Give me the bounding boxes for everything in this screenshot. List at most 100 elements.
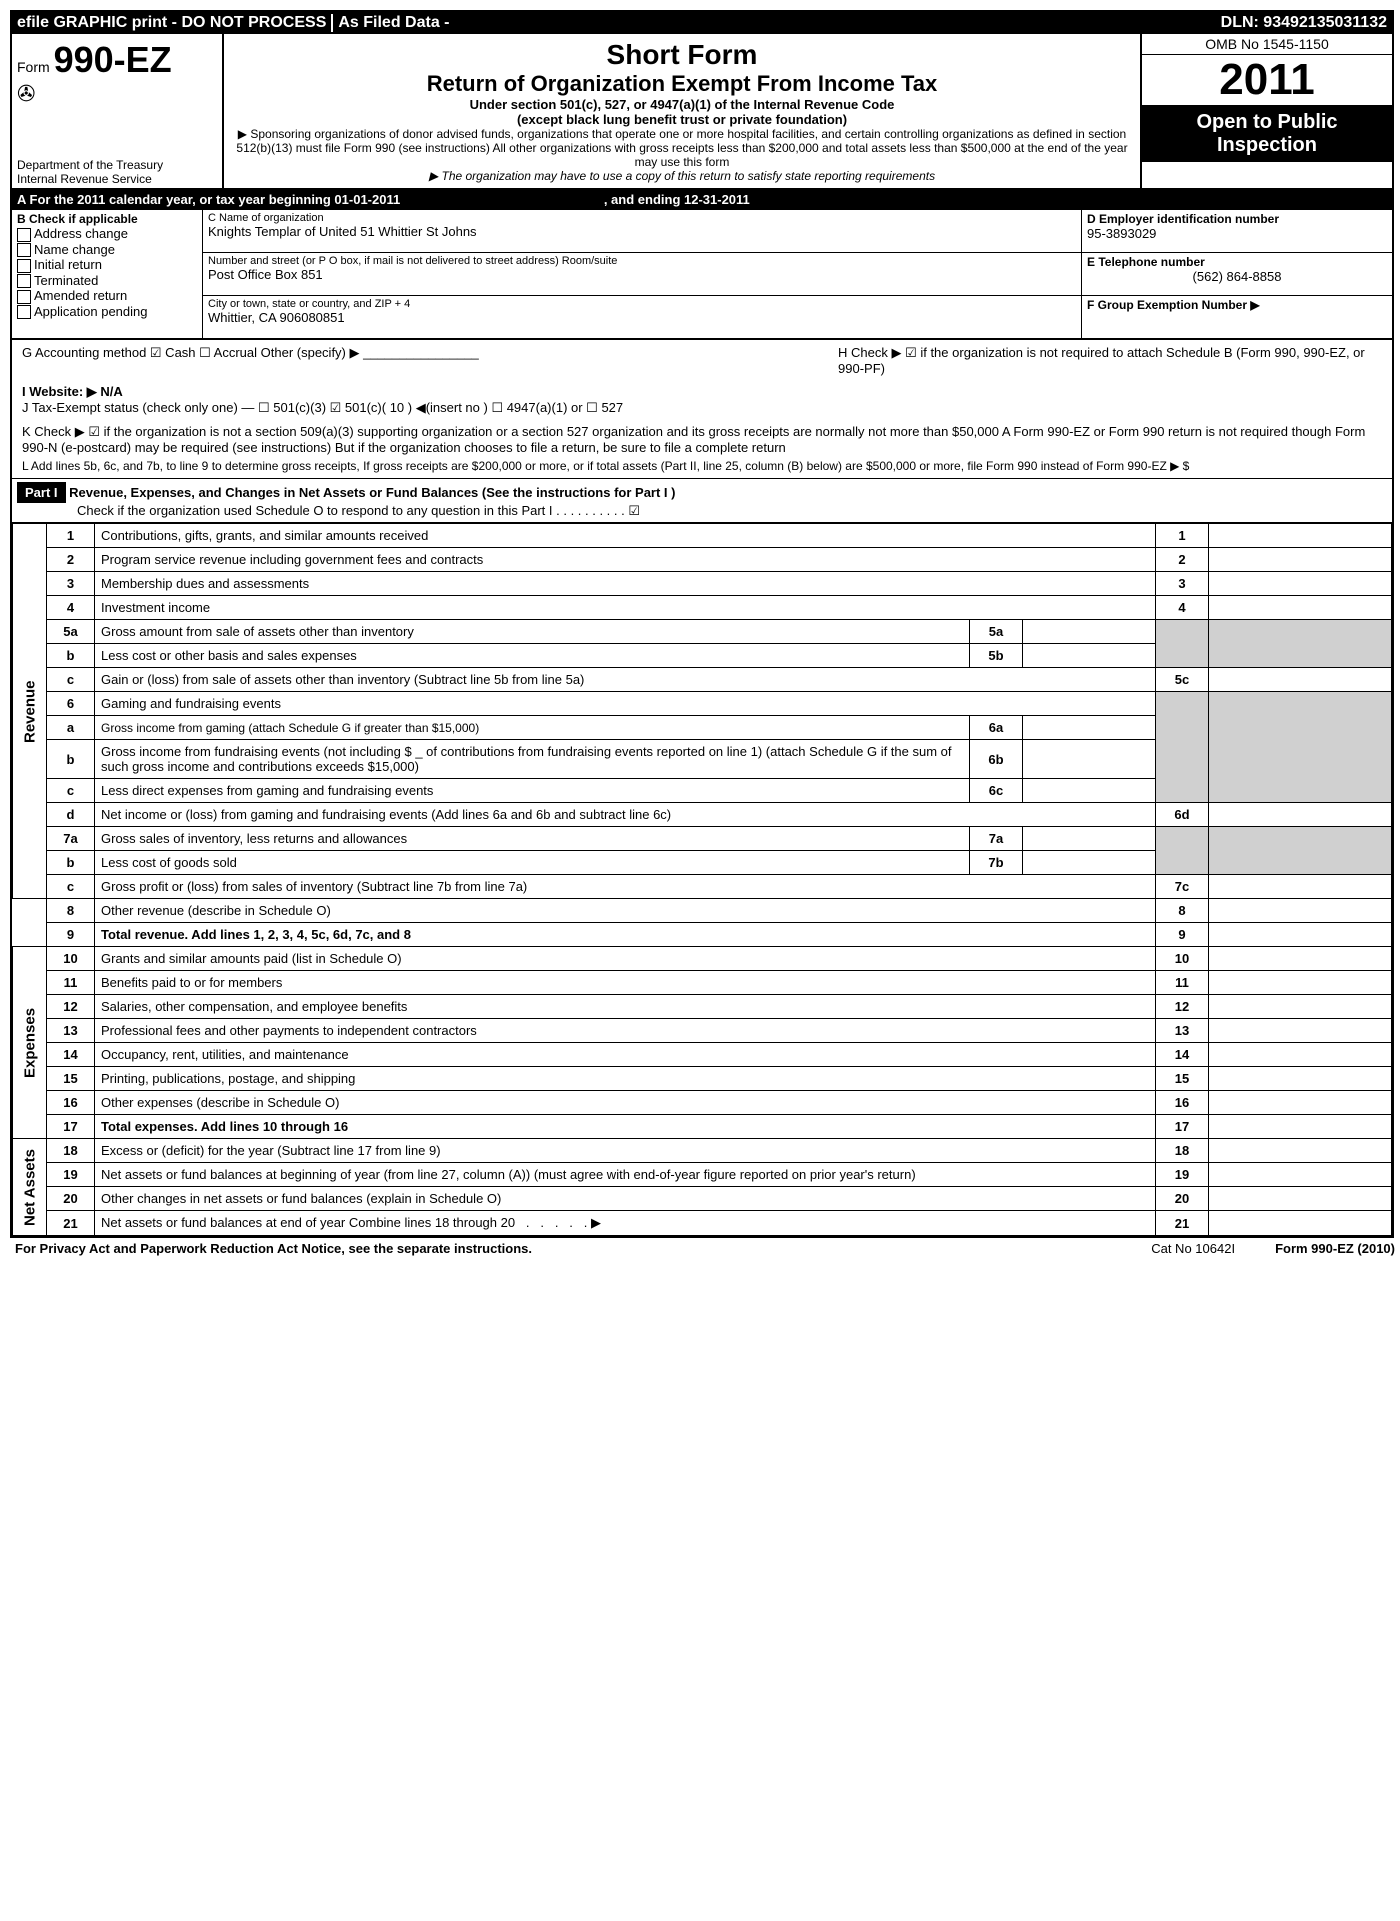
footer-mid: Cat No 10642I	[1111, 1241, 1275, 1256]
line14-amt[interactable]	[1209, 1043, 1392, 1067]
line17-amt[interactable]	[1209, 1115, 1392, 1139]
footer-right: Form 990-EZ (2010)	[1275, 1241, 1395, 1256]
line6b-amt[interactable]	[1023, 740, 1156, 779]
line2-desc: Program service revenue including govern…	[101, 552, 483, 567]
line21-desc: Net assets or fund balances at end of ye…	[101, 1215, 515, 1230]
part1-header: Part I Revenue, Expenses, and Changes in…	[12, 479, 1392, 523]
line19-amt[interactable]	[1209, 1163, 1392, 1187]
phone: (562) 864-8858	[1087, 269, 1387, 284]
line7a-amt[interactable]	[1023, 827, 1156, 851]
line6a-amt[interactable]	[1023, 716, 1156, 740]
dept-line2: Internal Revenue Service	[17, 172, 163, 186]
city: Whittier, CA 906080851	[208, 310, 1076, 325]
line8-amt[interactable]	[1209, 899, 1392, 923]
short-form-label: Short Form	[229, 39, 1135, 71]
line7c-amt[interactable]	[1209, 875, 1392, 899]
line6d-amt[interactable]	[1209, 803, 1392, 827]
street-label: Number and street (or P O box, if mail i…	[208, 255, 1076, 267]
line1-amt[interactable]	[1209, 524, 1392, 548]
line5b-amt[interactable]	[1023, 644, 1156, 668]
entity-section: B Check if applicable Address change Nam…	[12, 210, 1392, 340]
line10-amt[interactable]	[1209, 947, 1392, 971]
line-i: I Website: ▶ N/A	[22, 384, 1382, 400]
line20-amt[interactable]	[1209, 1187, 1392, 1211]
line-g: G Accounting method ☑ Cash ☐ Accrual Oth…	[22, 345, 838, 376]
subtitle1: Under section 501(c), 527, or 4947(a)(1)…	[229, 97, 1135, 112]
line15-amt[interactable]	[1209, 1067, 1392, 1091]
line9-amt[interactable]	[1209, 923, 1392, 947]
top-bar: efile GRAPHIC print - DO NOT PROCESS As …	[12, 12, 1392, 34]
dln: DLN: 93492135031132	[450, 14, 1388, 32]
line-a-end: , and ending 12-31-2011	[604, 192, 750, 207]
line4-amt[interactable]	[1209, 596, 1392, 620]
line12-amt[interactable]	[1209, 995, 1392, 1019]
line11-amt[interactable]	[1209, 971, 1392, 995]
line20-desc: Other changes in net assets or fund bala…	[101, 1191, 501, 1206]
netassets-label: Net Assets	[13, 1139, 47, 1236]
form-prefix: Form	[17, 59, 50, 75]
col-b-title: B Check if applicable	[17, 212, 197, 226]
revenue-label: Revenue	[13, 524, 47, 899]
line15-desc: Printing, publications, postage, and shi…	[101, 1071, 355, 1086]
line4-desc: Investment income	[101, 600, 210, 615]
line6a-desc: Gross income from gaming (attach Schedul…	[101, 721, 479, 735]
return-title: Return of Organization Exempt From Incom…	[229, 71, 1135, 97]
header-center: Short Form Return of Organization Exempt…	[224, 34, 1140, 188]
phone-label: E Telephone number	[1087, 255, 1387, 269]
line3-desc: Membership dues and assessments	[101, 576, 309, 591]
line18-desc: Excess or (deficit) for the year (Subtra…	[101, 1143, 441, 1158]
lines-g-l: G Accounting method ☑ Cash ☐ Accrual Oth…	[12, 340, 1392, 479]
line6-desc: Gaming and fundraising events	[101, 696, 281, 711]
line14-desc: Occupancy, rent, utilities, and maintena…	[101, 1047, 349, 1062]
line-l: L Add lines 5b, 6c, and 7b, to line 9 to…	[22, 459, 1382, 473]
line5c-amt[interactable]	[1209, 668, 1392, 692]
line18-amt[interactable]	[1209, 1139, 1392, 1163]
line7c-desc: Gross profit or (loss) from sales of inv…	[101, 879, 527, 894]
line6c-amt[interactable]	[1023, 779, 1156, 803]
line5c-desc: Gain or (loss) from sale of assets other…	[101, 672, 584, 687]
footer-left: For Privacy Act and Paperwork Reduction …	[15, 1241, 1111, 1256]
part1-check: Check if the organization used Schedule …	[77, 503, 640, 518]
line6d-desc: Net income or (loss) from gaming and fun…	[101, 807, 671, 822]
line21-amt[interactable]	[1209, 1211, 1392, 1236]
cb-name-change[interactable]: Name change	[17, 242, 197, 258]
fine-print1: ▶ Sponsoring organizations of donor advi…	[229, 127, 1135, 169]
line1-desc: Contributions, gifts, grants, and simila…	[101, 528, 428, 543]
cb-terminated[interactable]: Terminated	[17, 273, 197, 289]
expenses-label: Expenses	[13, 947, 47, 1139]
cb-amended[interactable]: Amended return	[17, 288, 197, 304]
line13-desc: Professional fees and other payments to …	[101, 1023, 477, 1038]
cb-address-change[interactable]: Address change	[17, 226, 197, 242]
line-a: A For the 2011 calendar year, or tax yea…	[12, 190, 1392, 210]
line7b-desc: Less cost of goods sold	[101, 855, 237, 870]
line-j: J Tax-Exempt status (check only one) — ☐…	[22, 400, 1382, 416]
column-c: C Name of organization Knights Templar o…	[203, 210, 1082, 338]
line3-amt[interactable]	[1209, 572, 1392, 596]
line-k: K Check ▶ ☑ if the organization is not a…	[22, 424, 1382, 455]
line6c-desc: Less direct expenses from gaming and fun…	[101, 783, 433, 798]
line16-amt[interactable]	[1209, 1091, 1392, 1115]
column-de: D Employer identification number 95-3893…	[1082, 210, 1392, 338]
cb-app-pending[interactable]: Application pending	[17, 304, 197, 320]
efile-notice: efile GRAPHIC print - DO NOT PROCESS	[17, 14, 326, 32]
line5b-desc: Less cost or other basis and sales expen…	[101, 648, 357, 663]
line2-amt[interactable]	[1209, 548, 1392, 572]
line5a-amt[interactable]	[1023, 620, 1156, 644]
open-to-public: Open to Public Inspection	[1142, 106, 1392, 162]
part1-title: Revenue, Expenses, and Changes in Net As…	[69, 485, 675, 500]
line11-desc: Benefits paid to or for members	[101, 975, 282, 990]
org-name: Knights Templar of United 51 Whittier St…	[208, 224, 1076, 239]
omb-number: OMB No 1545-1150	[1142, 34, 1392, 55]
header: Form 990-EZ ✇ Department of the Treasury…	[12, 34, 1392, 190]
line7b-amt[interactable]	[1023, 851, 1156, 875]
column-b: B Check if applicable Address change Nam…	[12, 210, 203, 338]
org-name-label: C Name of organization	[208, 212, 1076, 224]
cb-initial-return[interactable]: Initial return	[17, 257, 197, 273]
line5a-desc: Gross amount from sale of assets other t…	[101, 624, 414, 639]
group-exempt-label: F Group Exemption Number ▶	[1087, 298, 1387, 312]
part1-label: Part I	[17, 482, 66, 503]
city-label: City or town, state or country, and ZIP …	[208, 298, 1076, 310]
part1-table: Revenue 1Contributions, gifts, grants, a…	[12, 523, 1392, 1236]
line13-amt[interactable]	[1209, 1019, 1392, 1043]
fine-print2: ▶ The organization may have to use a cop…	[229, 169, 1135, 183]
